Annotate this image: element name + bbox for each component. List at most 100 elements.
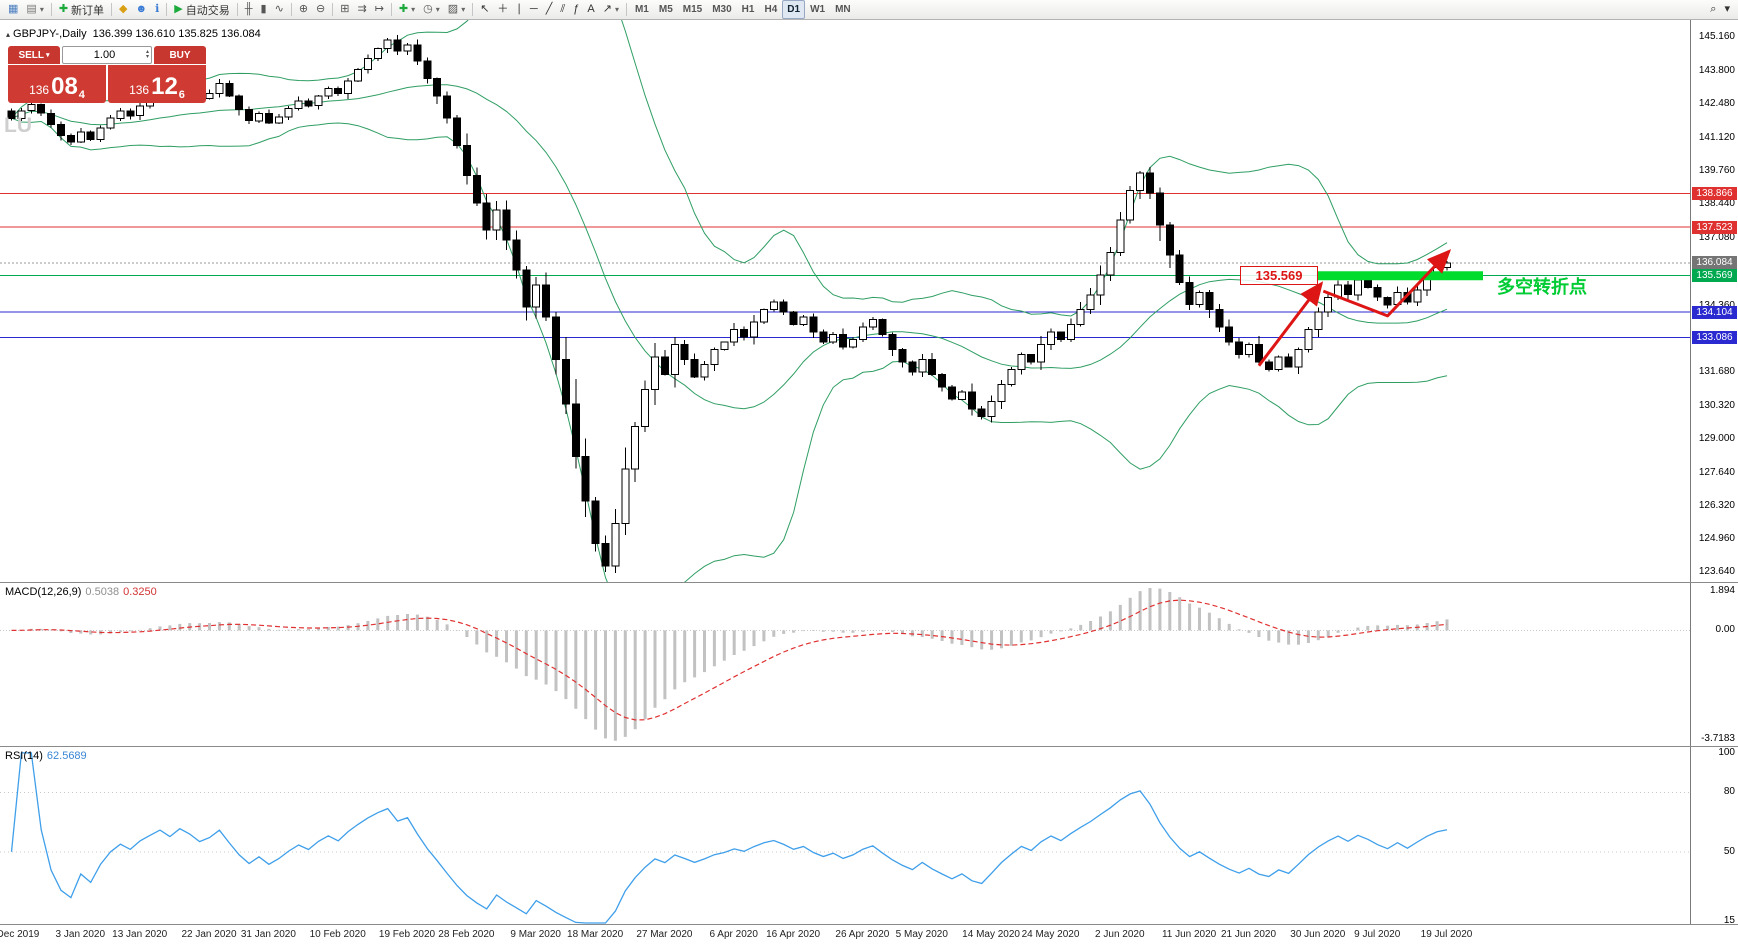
timeframe-h4-button[interactable]: H4 (764, 4, 778, 15)
toolbar-separator (390, 3, 392, 16)
macd-axis-label: 0.00 (1715, 624, 1735, 636)
timeframe-m30-button[interactable]: M30 (712, 4, 732, 15)
line-chart-button[interactable]: ∿ (271, 0, 288, 19)
price-tag[interactable]: 138.866 (1692, 187, 1737, 201)
autotrading-button[interactable]: ▶ 自动交易 (170, 0, 233, 19)
date-axis-label: 9 Mar 2020 (510, 929, 561, 940)
timeframe-m1-button[interactable]: M1 (634, 4, 649, 15)
search-button[interactable]: ⌕ (1706, 0, 1720, 19)
horizontal-line-button[interactable]: ─ (526, 0, 542, 19)
templates-button[interactable]: ▨ ▾ (444, 0, 469, 19)
text-button[interactable]: A (583, 0, 598, 19)
bar-chart-button[interactable]: ╫ (241, 0, 257, 19)
channel-button[interactable]: ⫽ (556, 0, 569, 19)
rsi-axis-label: 50 (1723, 845, 1735, 857)
price-tag: 136.084 (1692, 256, 1737, 270)
trendline-button[interactable]: ╱ (542, 0, 557, 19)
timeframe-m15-button[interactable]: M15 (682, 4, 703, 15)
zoom-out-button[interactable]: ⊖ (312, 0, 329, 19)
price-axis-label: 143.800 (1698, 64, 1735, 76)
date-axis-label: 14 May 2020 (962, 929, 1020, 940)
macd-canvas[interactable] (0, 583, 1690, 747)
timeframe-mn-button[interactable]: MN (835, 4, 851, 15)
tile-windows-button[interactable]: ⊞ (336, 0, 353, 19)
chart-shift-button[interactable]: ↦ (371, 0, 388, 19)
rsi-axis[interactable]: 100 80 50 15 (1690, 747, 1738, 926)
date-axis-label: 2 Jun 2020 (1095, 929, 1145, 940)
buy-price-sup: 6 (178, 89, 185, 101)
zoom-in-button[interactable]: ⊕ (295, 0, 312, 19)
toolbar-more-button[interactable]: ▾ (1720, 0, 1734, 19)
price-axis-label: 139.760 (1698, 165, 1735, 177)
macd-axis-label: 1.894 (1709, 585, 1735, 596)
toolbar-separator (472, 3, 474, 16)
vertical-line-button[interactable]: ∣ (512, 0, 526, 19)
macd-axis[interactable]: 1.894 0.00 -3.7183 (1690, 583, 1738, 746)
rsi-panel[interactable]: RSI(14) 62.5689 100 80 50 15 (0, 746, 1738, 926)
templates-icon: ▨ (447, 3, 459, 15)
auto-scroll-icon: ⇉ (357, 3, 367, 15)
chevron-down-icon: ▾ (461, 5, 466, 14)
price-axis-label: 142.480 (1698, 97, 1735, 109)
toolbar-separator (50, 3, 52, 16)
periods-button[interactable]: ◷ ▾ (419, 0, 444, 19)
date-axis-label: 24 May 2020 (1021, 929, 1080, 940)
profiles-icon: ▤ (26, 3, 37, 15)
vertical-line-icon: ∣ (516, 3, 522, 15)
volume-input[interactable]: 1.00 ▴ ▾ (62, 46, 152, 64)
timeframe-w1-button[interactable]: W1 (810, 4, 826, 15)
new-chart-button[interactable]: ▦ (4, 0, 22, 19)
timeframe-m5-button[interactable]: M5 (658, 4, 673, 15)
date-axis-label: 11 Jun 2020 (1161, 929, 1217, 940)
profiles-button[interactable]: ▤ ▾ (22, 0, 47, 19)
price-axis[interactable]: 145.160 143.800 142.480 141.120 139.760 138.4… (1690, 20, 1738, 582)
periods-icon: ◷ (423, 3, 433, 15)
new-order-button[interactable]: ✚ 新订单 (55, 0, 108, 19)
cursor-button[interactable]: ↖ (476, 0, 493, 19)
main-chart-canvas[interactable] (0, 20, 1690, 582)
zoom-out-icon: ⊖ (316, 3, 326, 15)
candlestick-icon: ▮ (260, 3, 267, 15)
macd-panel[interactable]: MACD(12,26,9) 0.5038 0.3250 1.894 0.00 -3.71… (0, 582, 1738, 746)
buy-button[interactable]: BUY (154, 46, 206, 64)
price-axis-label: 126.320 (1698, 499, 1735, 511)
arrows-button[interactable]: ↗ ▾ (599, 0, 623, 19)
stepper-down-icon[interactable]: ▾ (145, 54, 149, 60)
price-tag[interactable]: 133.086 (1692, 330, 1737, 344)
date-axis-label: 19 Jul 2020 (1420, 929, 1473, 940)
rsi-canvas[interactable] (0, 747, 1690, 925)
main-chart-panel[interactable]: LU ▴ GBPJPY-,Daily 136.399 136.610 135.825… (0, 20, 1738, 582)
one-click-trading-widget[interactable]: SELL ▾ 1.00 ▴ ▾ BUY 136 08 4 (8, 46, 206, 103)
sell-button[interactable]: SELL ▾ (8, 46, 60, 64)
fibonacci-button[interactable]: ƒ (569, 0, 583, 19)
timeframe-d1-button[interactable]: D1 (782, 0, 806, 19)
crosshair-button[interactable]: ＋ (493, 0, 512, 19)
candlestick-button[interactable]: ▮ (257, 0, 271, 19)
price-tag[interactable]: 135.569 (1692, 269, 1737, 283)
stepper-up-icon[interactable]: ▴ (145, 49, 149, 55)
indicators-button[interactable]: ✚ ▾ (395, 0, 419, 19)
date-axis-label: 19 Feb 2020 (378, 929, 436, 940)
price-tag[interactable]: 137.523 (1692, 220, 1737, 234)
new-chart-icon: ▦ (8, 3, 19, 15)
price-level-label[interactable]: 135.569 (1240, 265, 1318, 285)
chevron-down-icon[interactable]: ▾ (46, 52, 50, 59)
volume-stepper[interactable]: ▴ ▾ (145, 49, 151, 60)
auto-scroll-button[interactable]: ⇉ (353, 0, 370, 19)
metaeditor-button[interactable]: ◆ (115, 0, 131, 19)
autotrading-icon: ▶ (174, 3, 183, 15)
buy-price-big: 12 (151, 73, 178, 100)
price-tag[interactable]: 134.104 (1692, 305, 1737, 319)
date-axis-label: 31 Jan 2020 (240, 929, 296, 940)
volume-value[interactable]: 1.00 (93, 49, 116, 61)
metaeditor-icon: ◆ (119, 3, 128, 15)
collapse-icon[interactable]: ▴ (6, 30, 11, 39)
toolbar-more-icon: ▾ (1724, 3, 1730, 15)
chevron-down-icon: ▾ (435, 5, 440, 14)
timeframe-h1-button[interactable]: H1 (741, 4, 755, 15)
community-button[interactable]: ☻ (132, 0, 152, 19)
sell-price-button[interactable]: 136 08 4 (8, 65, 106, 103)
turning-point-note[interactable]: 多空转折点 (1497, 277, 1587, 298)
buy-price-button[interactable]: 136 12 6 (108, 65, 206, 103)
news-button[interactable]: ℹ (151, 0, 163, 19)
